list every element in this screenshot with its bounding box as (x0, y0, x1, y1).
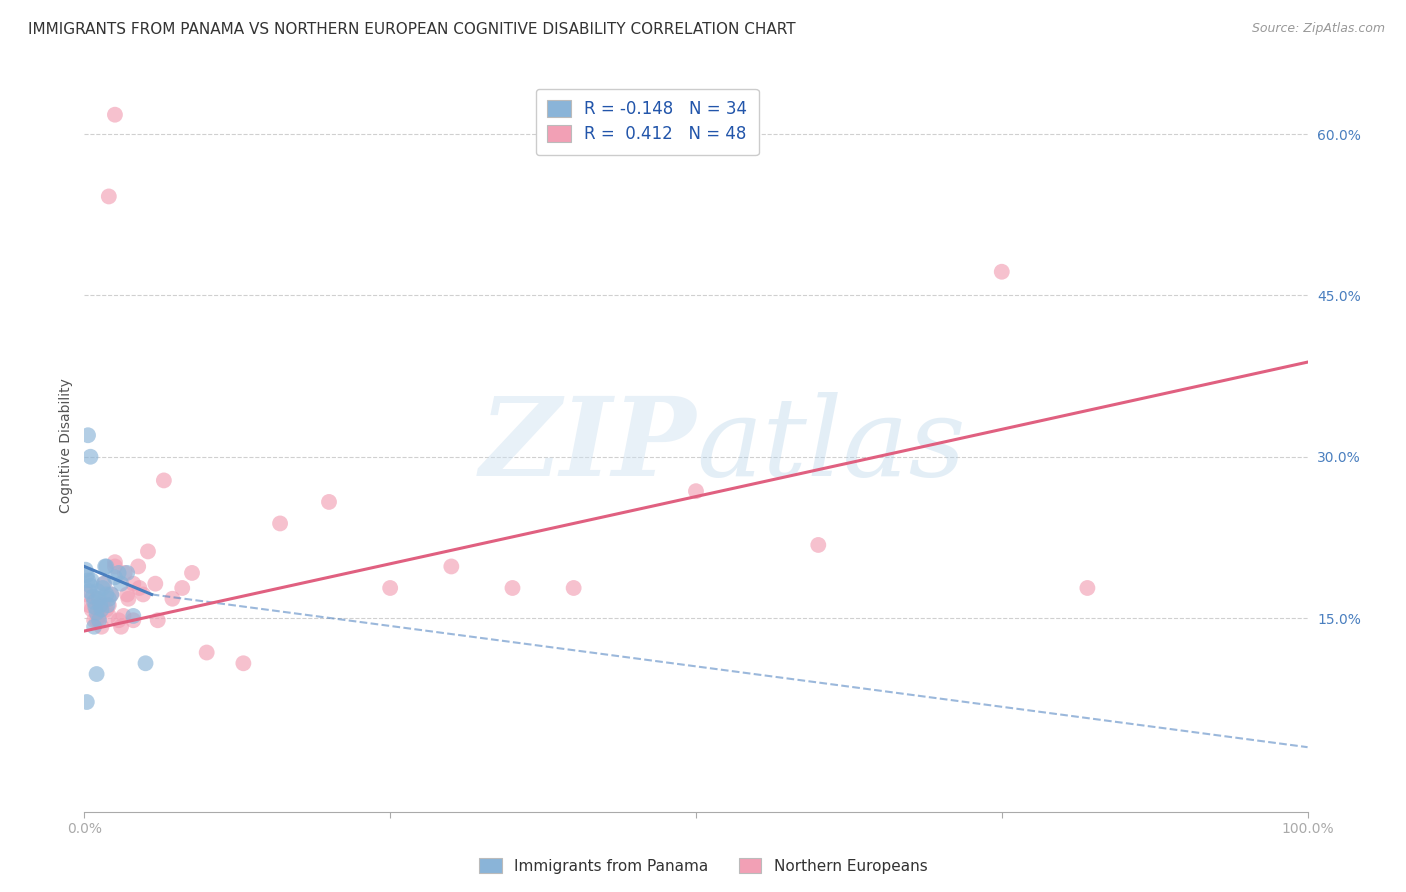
Point (112, 609, 135, 624)
Point (107, 613, 129, 627)
Point (991, 265, 1014, 279)
Point (94, 559, 117, 574)
Point (87, 613, 110, 627)
Point (195, 646, 218, 660)
Point (104, 570, 127, 584)
Point (86, 591, 108, 606)
Point (83, 613, 105, 627)
Point (115, 566, 138, 580)
Point (153, 474, 176, 488)
Point (82, 590, 104, 604)
Point (87, 609, 110, 624)
Point (122, 609, 145, 624)
Point (117, 591, 139, 606)
Point (86, 667, 108, 681)
Point (807, 538, 830, 552)
Point (90, 620, 112, 634)
Point (86, 606, 108, 620)
Point (97, 591, 120, 606)
Point (502, 581, 524, 595)
Point (90, 602, 112, 616)
Point (76, 695, 98, 709)
Point (96, 559, 118, 574)
Point (128, 581, 150, 595)
Point (132, 587, 155, 601)
Point (97, 598, 120, 612)
Point (96, 587, 118, 601)
Point (84, 600, 107, 615)
Point (104, 559, 127, 574)
Point (93, 576, 115, 591)
Point (97, 189, 120, 203)
Point (110, 576, 132, 591)
Text: ZIP: ZIP (479, 392, 696, 500)
Point (89, 598, 111, 612)
Text: atlas: atlas (696, 392, 966, 500)
Point (83, 595, 105, 609)
Legend: R = -0.148   N = 34, R =  0.412   N = 48: R = -0.148 N = 34, R = 0.412 N = 48 (536, 88, 759, 155)
Point (1076, 581, 1098, 595)
Text: IMMIGRANTS FROM PANAMA VS NORTHERN EUROPEAN COGNITIVE DISABILITY CORRELATION CHA: IMMIGRANTS FROM PANAMA VS NORTHERN EUROP… (28, 22, 796, 37)
Legend: Immigrants from Panama, Northern Europeans: Immigrants from Panama, Northern Europea… (472, 852, 934, 880)
Point (107, 566, 129, 580)
Point (143, 576, 166, 591)
Point (122, 613, 145, 627)
Point (77, 598, 100, 612)
Point (172, 581, 194, 595)
Point (100, 587, 122, 601)
Point (75, 563, 97, 577)
Point (104, 555, 127, 569)
Point (127, 559, 149, 574)
Point (440, 559, 463, 574)
Point (97, 598, 120, 612)
Point (162, 591, 184, 606)
Point (77, 574, 100, 588)
Point (83, 620, 105, 634)
Point (115, 587, 138, 601)
Point (76, 587, 98, 601)
Point (96, 602, 118, 616)
Point (562, 581, 585, 595)
Text: Source: ZipAtlas.com: Source: ZipAtlas.com (1251, 22, 1385, 36)
Point (93, 576, 115, 591)
Point (80, 602, 103, 616)
Point (122, 576, 145, 591)
Point (685, 484, 707, 499)
Point (136, 544, 159, 558)
Point (318, 495, 340, 509)
Point (77, 584, 100, 599)
Point (181, 566, 204, 580)
Point (232, 657, 254, 671)
Point (269, 516, 291, 531)
Point (104, 108, 127, 122)
Point (76, 568, 98, 582)
Point (87, 584, 110, 599)
Point (100, 587, 122, 601)
Point (110, 620, 132, 634)
Point (114, 566, 136, 580)
Point (86, 613, 108, 627)
Point (91, 598, 114, 612)
Point (87, 591, 110, 606)
Point (79, 450, 101, 464)
Point (80, 574, 103, 588)
Point (135, 657, 157, 671)
Y-axis label: Cognitive Disability: Cognitive Disability (59, 378, 73, 514)
Point (77, 428, 100, 442)
Point (380, 581, 402, 595)
Point (91, 581, 114, 595)
Point (79, 579, 101, 593)
Point (146, 613, 169, 627)
Point (97, 609, 120, 624)
